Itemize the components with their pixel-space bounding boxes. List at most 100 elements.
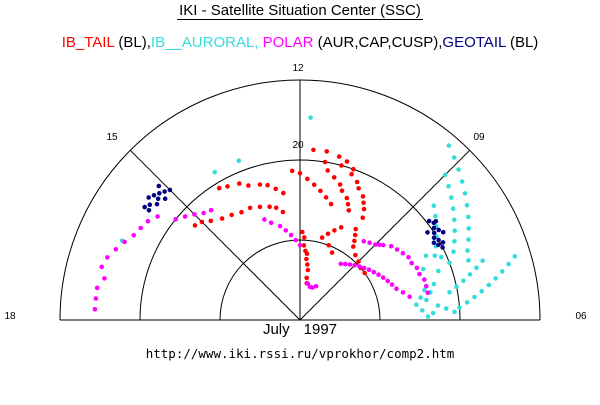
data-point	[297, 243, 303, 248]
data-point	[400, 290, 406, 295]
data-point	[466, 214, 471, 220]
data-point	[277, 223, 283, 229]
data-point	[446, 143, 452, 148]
month-label: July	[262, 321, 290, 338]
data-point	[512, 254, 518, 259]
data-point	[454, 284, 459, 290]
data-point	[167, 187, 173, 193]
angle-tick-label: 12	[292, 63, 304, 74]
data-point	[461, 278, 466, 284]
data-point	[147, 202, 153, 207]
data-point	[417, 271, 422, 277]
data-point	[305, 176, 310, 182]
legend-item: (BL),	[114, 34, 151, 51]
data-point	[360, 215, 366, 220]
data-point	[319, 235, 325, 240]
data-point	[388, 243, 394, 249]
legend-item: IB__AURORAL,	[150, 34, 259, 51]
data-point	[329, 250, 335, 255]
data-point	[366, 267, 372, 273]
axis-labels: 18 15 12 09 06 20	[4, 63, 587, 322]
data-point	[367, 240, 372, 245]
data-point	[265, 182, 270, 188]
data-point	[435, 303, 441, 308]
data-point	[466, 258, 471, 263]
data-point	[338, 261, 344, 267]
data-point	[459, 179, 465, 184]
data-point	[440, 245, 445, 250]
data-point	[323, 195, 329, 200]
data-point	[349, 171, 354, 177]
data-point	[146, 195, 151, 200]
data-point	[371, 269, 377, 275]
data-point	[425, 230, 430, 235]
data-point	[506, 261, 511, 267]
data-point	[246, 183, 251, 188]
data-point	[456, 167, 461, 172]
data-point	[154, 201, 160, 207]
data-point	[304, 256, 309, 262]
data-point	[338, 225, 344, 230]
data-point	[433, 219, 439, 224]
data-point	[361, 200, 366, 206]
data-point	[407, 294, 412, 300]
data-point	[347, 262, 353, 267]
data-point	[301, 243, 307, 248]
data-point	[331, 175, 337, 180]
data-point	[155, 196, 161, 202]
plot-grid	[59, 79, 541, 321]
data-point	[351, 166, 356, 172]
data-point	[394, 247, 400, 252]
data-point	[131, 233, 136, 238]
data-point	[325, 168, 331, 173]
data-point	[450, 206, 456, 211]
data-point	[345, 201, 351, 207]
data-point	[430, 310, 436, 316]
data-point	[451, 249, 456, 254]
data-point	[464, 300, 470, 305]
data-point	[337, 182, 343, 187]
data-point	[452, 217, 457, 223]
data-point	[336, 154, 342, 159]
data-point	[344, 195, 350, 201]
data-point	[99, 264, 104, 270]
data-point	[93, 296, 99, 301]
legend-item: (BL)	[505, 34, 539, 51]
data-point	[433, 213, 438, 219]
data-point	[216, 185, 222, 191]
data-point	[500, 269, 505, 274]
data-point	[446, 183, 451, 189]
data-point	[162, 196, 168, 201]
data-point	[237, 181, 242, 186]
data-point	[346, 208, 352, 213]
data-point	[439, 254, 444, 260]
data-point	[257, 204, 263, 210]
data-point	[310, 285, 315, 290]
data-point	[420, 266, 426, 272]
data-point	[409, 260, 415, 266]
data-point	[380, 275, 386, 280]
data-point	[361, 265, 367, 271]
data-point	[380, 242, 386, 248]
data-point	[400, 250, 406, 256]
data-point	[352, 263, 358, 268]
data-point	[105, 255, 110, 260]
year-label: 1997	[303, 321, 338, 338]
data-point	[305, 267, 311, 273]
data-point	[449, 195, 454, 200]
data-point	[229, 212, 234, 218]
data-point	[343, 261, 348, 267]
data-point	[313, 284, 319, 289]
data-point	[442, 172, 448, 178]
data-point	[328, 201, 334, 207]
data-point	[436, 268, 441, 274]
angle-tick-label: 18	[4, 311, 16, 322]
data-point	[208, 207, 214, 213]
data-point	[182, 214, 188, 219]
data-point	[362, 270, 368, 276]
data-point	[325, 231, 331, 237]
data-point	[420, 308, 425, 313]
grid-spoke	[299, 149, 471, 321]
data-point	[262, 217, 267, 222]
legend-item: GEOTAIL	[442, 34, 506, 51]
